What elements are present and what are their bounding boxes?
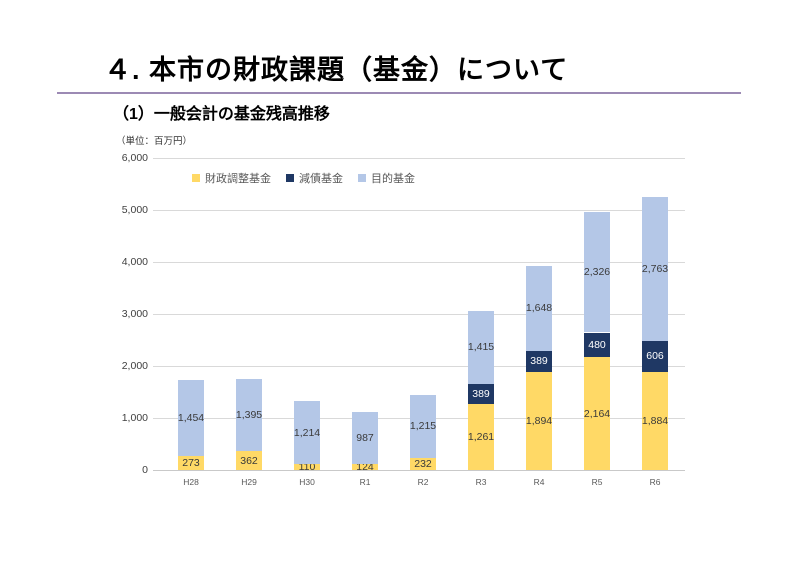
bar-segment-減債基金	[468, 384, 494, 405]
gridline-0	[153, 470, 685, 471]
bar-segment-目的基金	[642, 196, 668, 341]
bar-segment-減債基金	[584, 332, 610, 358]
bar-segment-目的基金	[584, 211, 610, 333]
x-axis-tick-label: R5	[591, 477, 603, 487]
bar-segment-財政調整基金	[526, 371, 552, 470]
data-label-財政調整基金: 124	[356, 460, 374, 473]
bar-segment-目的基金	[352, 412, 378, 464]
y-axis-tick-label: 1,000	[121, 412, 148, 424]
data-label-目的基金: 1,215	[409, 420, 437, 433]
bar-segment-財政調整基金	[468, 404, 494, 470]
gridline-4,000	[153, 262, 685, 263]
x-axis-tick-label: H30	[299, 477, 315, 487]
legend-swatch-icon	[192, 174, 200, 182]
bar-segment-財政調整基金	[294, 464, 320, 470]
bar-segment-目的基金	[178, 380, 204, 456]
bar-segment-財政調整基金	[410, 457, 436, 470]
gridline-2,000	[153, 366, 685, 367]
y-axis-tick-label: 5,000	[121, 204, 148, 216]
bar-segment-目的基金	[410, 394, 436, 458]
data-label-財政調整基金: 2,164	[583, 407, 611, 420]
x-axis-tick-label: R6	[649, 477, 661, 487]
bar-segment-減債基金	[526, 351, 552, 372]
x-axis-tick-label: R4	[533, 477, 545, 487]
legend-label: 目的基金	[371, 173, 415, 185]
data-label-財政調整基金: 1,884	[641, 414, 669, 427]
unit-label: （単位：百万円）	[116, 136, 193, 147]
data-label-減債基金: 389	[472, 388, 490, 401]
page-title: ４. 本市の財政課題（基金）について	[104, 55, 569, 85]
x-axis-tick-label: R3	[475, 477, 487, 487]
y-axis-tick-label: 0	[142, 464, 148, 476]
section-subtitle: （1）一般会計の基金残高推移	[113, 106, 330, 123]
bar-segment-財政調整基金	[352, 463, 378, 470]
y-axis-tick-label: 4,000	[121, 256, 148, 268]
x-axis-tick-label: R1	[359, 477, 371, 487]
bar-segment-目的基金	[526, 265, 552, 352]
bar-segment-財政調整基金	[236, 451, 262, 470]
legend-item-財政調整基金: 財政調整基金	[192, 170, 271, 186]
bar-segment-財政調整基金	[178, 455, 204, 470]
bar-segment-減債基金	[642, 340, 668, 373]
data-label-財政調整基金: 1,261	[467, 430, 495, 443]
data-label-減債基金: 606	[646, 350, 664, 363]
data-label-財政調整基金: 110	[298, 460, 316, 473]
y-axis-tick-label: 2,000	[121, 360, 148, 372]
data-label-財政調整基金: 232	[414, 457, 432, 470]
gridline-6,000	[153, 158, 685, 159]
gridline-3,000	[153, 314, 685, 315]
legend-item-減債基金: 減債基金	[286, 170, 343, 186]
data-label-財政調整基金: 362	[240, 454, 258, 467]
chart-legend: 財政調整基金 減債基金 目的基金	[192, 170, 415, 186]
gridline-5,000	[153, 210, 685, 211]
data-label-目的基金: 2,326	[583, 265, 611, 278]
x-axis-tick-label: R2	[417, 477, 429, 487]
title-divider	[57, 92, 741, 94]
legend-label: 財政調整基金	[205, 173, 271, 185]
data-label-目的基金: 1,415	[467, 341, 495, 354]
data-label-目的基金: 1,395	[235, 408, 263, 421]
data-label-財政調整基金: 1,894	[525, 414, 553, 427]
legend-swatch-icon	[286, 174, 294, 182]
bar-segment-財政調整基金	[584, 357, 610, 470]
data-label-目的基金: 1,648	[525, 302, 553, 315]
data-label-目的基金: 1,454	[177, 411, 205, 424]
bar-segment-財政調整基金	[642, 372, 668, 470]
bar-segment-目的基金	[294, 401, 320, 465]
data-label-減債基金: 480	[588, 338, 606, 351]
data-label-財政調整基金: 273	[182, 456, 200, 469]
data-label-目的基金: 1,214	[293, 426, 321, 439]
legend-item-目的基金: 目的基金	[358, 170, 415, 186]
bar-segment-目的基金	[468, 310, 494, 385]
x-axis-tick-label: H29	[241, 477, 257, 487]
y-axis-tick-label: 6,000	[121, 152, 148, 164]
legend-swatch-icon	[358, 174, 366, 182]
legend-label: 減債基金	[299, 173, 343, 185]
y-axis-tick-label: 3,000	[121, 308, 148, 320]
data-label-目的基金: 2,763	[641, 262, 669, 275]
data-label-減債基金: 389	[530, 355, 548, 368]
x-axis-tick-label: H28	[183, 477, 199, 487]
bar-segment-目的基金	[236, 378, 262, 452]
data-label-目的基金: 987	[356, 431, 374, 444]
